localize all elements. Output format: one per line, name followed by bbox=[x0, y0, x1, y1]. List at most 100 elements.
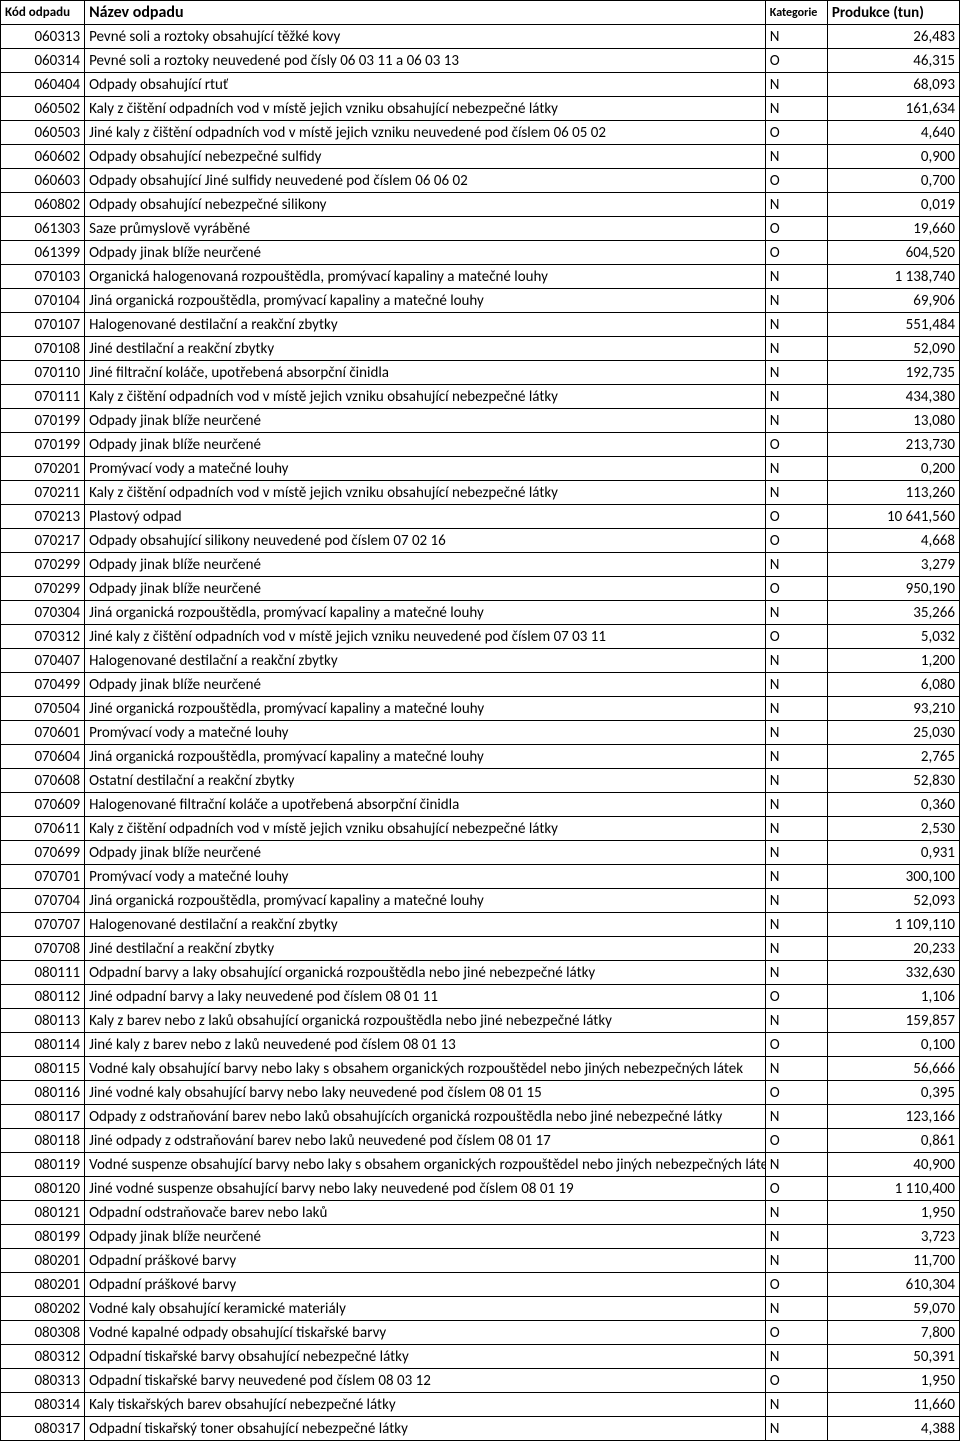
cell-production: 11,700 bbox=[827, 1249, 959, 1273]
table-row: 080111Odpadní barvy a laky obsahující or… bbox=[1, 961, 960, 985]
cell-name: Odpady jinak blíže neurčené bbox=[85, 433, 766, 457]
cell-name: Odpadní barvy a laky obsahující organick… bbox=[85, 961, 766, 985]
cell-code: 060313 bbox=[1, 25, 85, 49]
cell-category: O bbox=[765, 49, 827, 73]
cell-code: 060603 bbox=[1, 169, 85, 193]
cell-category: O bbox=[765, 1081, 827, 1105]
cell-production: 3,279 bbox=[827, 553, 959, 577]
cell-category: O bbox=[765, 1033, 827, 1057]
cell-production: 52,830 bbox=[827, 769, 959, 793]
cell-production: 123,166 bbox=[827, 1105, 959, 1129]
cell-production: 69,906 bbox=[827, 289, 959, 313]
table-row: 060502Kaly z čištění odpadních vod v mís… bbox=[1, 97, 960, 121]
table-row: 080113Kaly z barev nebo z laků obsahujíc… bbox=[1, 1009, 960, 1033]
cell-category: O bbox=[765, 505, 827, 529]
cell-production: 0,395 bbox=[827, 1081, 959, 1105]
cell-code: 070611 bbox=[1, 817, 85, 841]
cell-name: Odpadní práškové barvy bbox=[85, 1273, 766, 1297]
table-row: 070104Jiná organická rozpouštědla, promý… bbox=[1, 289, 960, 313]
table-row: 070707Halogenované destilační a reakční … bbox=[1, 913, 960, 937]
table-row: 070609Halogenované filtrační koláče a up… bbox=[1, 793, 960, 817]
table-row: 080201Odpadní práškové barvyN11,700 bbox=[1, 1249, 960, 1273]
table-row: 070504Jiné organická rozpouštědla, promý… bbox=[1, 697, 960, 721]
cell-name: Kaly z čištění odpadních vod v místě jej… bbox=[85, 481, 766, 505]
cell-production: 13,080 bbox=[827, 409, 959, 433]
cell-production: 551,484 bbox=[827, 313, 959, 337]
cell-production: 3,723 bbox=[827, 1225, 959, 1249]
cell-category: N bbox=[765, 913, 827, 937]
cell-category: N bbox=[765, 1153, 827, 1177]
table-row: 070312Jiné kaly z čištění odpadních vod … bbox=[1, 625, 960, 649]
cell-code: 080116 bbox=[1, 1081, 85, 1105]
cell-production: 161,634 bbox=[827, 97, 959, 121]
cell-category: N bbox=[765, 769, 827, 793]
cell-category: N bbox=[765, 721, 827, 745]
cell-category: O bbox=[765, 1369, 827, 1393]
table-row: 080314Kaly tiskařských barev obsahující … bbox=[1, 1393, 960, 1417]
cell-name: Jiné destilační a reakční zbytky bbox=[85, 937, 766, 961]
cell-code: 060503 bbox=[1, 121, 85, 145]
table-row: 070199Odpady jinak blíže neurčenéO213,73… bbox=[1, 433, 960, 457]
cell-category: O bbox=[765, 121, 827, 145]
cell-name: Odpady jinak blíže neurčené bbox=[85, 409, 766, 433]
cell-name: Kaly z barev nebo z laků obsahující orga… bbox=[85, 1009, 766, 1033]
cell-production: 300,100 bbox=[827, 865, 959, 889]
table-row: 080118Jiné odpady z odstraňování barev n… bbox=[1, 1129, 960, 1153]
cell-code: 070299 bbox=[1, 577, 85, 601]
cell-production: 113,260 bbox=[827, 481, 959, 505]
cell-name: Promývací vody a matečné louhy bbox=[85, 865, 766, 889]
cell-production: 1 138,740 bbox=[827, 265, 959, 289]
cell-name: Odpady jinak blíže neurčené bbox=[85, 577, 766, 601]
table-row: 070601Promývací vody a matečné louhyN25,… bbox=[1, 721, 960, 745]
table-row: 060802Odpady obsahující nebezpečné silik… bbox=[1, 193, 960, 217]
cell-code: 080113 bbox=[1, 1009, 85, 1033]
cell-category: O bbox=[765, 529, 827, 553]
cell-name: Kaly z čištění odpadních vod v místě jej… bbox=[85, 817, 766, 841]
table-row: 070103Organická halogenovaná rozpouštědl… bbox=[1, 265, 960, 289]
cell-category: N bbox=[765, 1297, 827, 1321]
cell-name: Jiné kaly z čištění odpadních vod v míst… bbox=[85, 121, 766, 145]
cell-code: 070304 bbox=[1, 601, 85, 625]
table-row: 060602Odpady obsahující nebezpečné sulfi… bbox=[1, 145, 960, 169]
cell-name: Jiné kaly z čištění odpadních vod v míst… bbox=[85, 625, 766, 649]
cell-category: N bbox=[765, 1417, 827, 1441]
cell-code: 070708 bbox=[1, 937, 85, 961]
cell-code: 080313 bbox=[1, 1369, 85, 1393]
cell-category: N bbox=[765, 889, 827, 913]
table-row: 080115Vodné kaly obsahující barvy nebo l… bbox=[1, 1057, 960, 1081]
cell-code: 070211 bbox=[1, 481, 85, 505]
cell-production: 159,857 bbox=[827, 1009, 959, 1033]
cell-name: Jiné filtrační koláče, upotřebená absorp… bbox=[85, 361, 766, 385]
table-row: 070299Odpady jinak blíže neurčenéO950,19… bbox=[1, 577, 960, 601]
table-row: 080117Odpady z odstraňování barev nebo l… bbox=[1, 1105, 960, 1129]
table-row: 070604Jiná organická rozpouštědla, promý… bbox=[1, 745, 960, 769]
cell-production: 11,660 bbox=[827, 1393, 959, 1417]
cell-production: 1,950 bbox=[827, 1369, 959, 1393]
cell-code: 080199 bbox=[1, 1225, 85, 1249]
cell-production: 0,100 bbox=[827, 1033, 959, 1057]
cell-production: 4,388 bbox=[827, 1417, 959, 1441]
cell-name: Jiná organická rozpouštědla, promývací k… bbox=[85, 289, 766, 313]
cell-category: N bbox=[765, 409, 827, 433]
cell-code: 070312 bbox=[1, 625, 85, 649]
cell-category: N bbox=[765, 25, 827, 49]
table-row: 080313Odpadní tiskařské barvy neuvedené … bbox=[1, 1369, 960, 1393]
cell-name: Jiné destilační a reakční zbytky bbox=[85, 337, 766, 361]
table-row: 070217Odpady obsahující silikony neuvede… bbox=[1, 529, 960, 553]
cell-code: 060502 bbox=[1, 97, 85, 121]
table-row: 080119Vodné suspenze obsahující barvy ne… bbox=[1, 1153, 960, 1177]
cell-production: 213,730 bbox=[827, 433, 959, 457]
table-row: 061303Saze průmyslově vyráběnéO19,660 bbox=[1, 217, 960, 241]
cell-code: 060314 bbox=[1, 49, 85, 73]
table-row: 070304Jiná organická rozpouštědla, promý… bbox=[1, 601, 960, 625]
cell-code: 070604 bbox=[1, 745, 85, 769]
cell-code: 070609 bbox=[1, 793, 85, 817]
table-row: 080308Vodné kapalné odpady obsahující ti… bbox=[1, 1321, 960, 1345]
cell-category: N bbox=[765, 745, 827, 769]
table-row: 060603Odpady obsahující Jiné sulfidy neu… bbox=[1, 169, 960, 193]
cell-name: Jiné kaly z barev nebo z laků neuvedené … bbox=[85, 1033, 766, 1057]
cell-category: N bbox=[765, 697, 827, 721]
cell-production: 0,861 bbox=[827, 1129, 959, 1153]
table-row: 080202Vodné kaly obsahující keramické ma… bbox=[1, 1297, 960, 1321]
cell-production: 332,630 bbox=[827, 961, 959, 985]
